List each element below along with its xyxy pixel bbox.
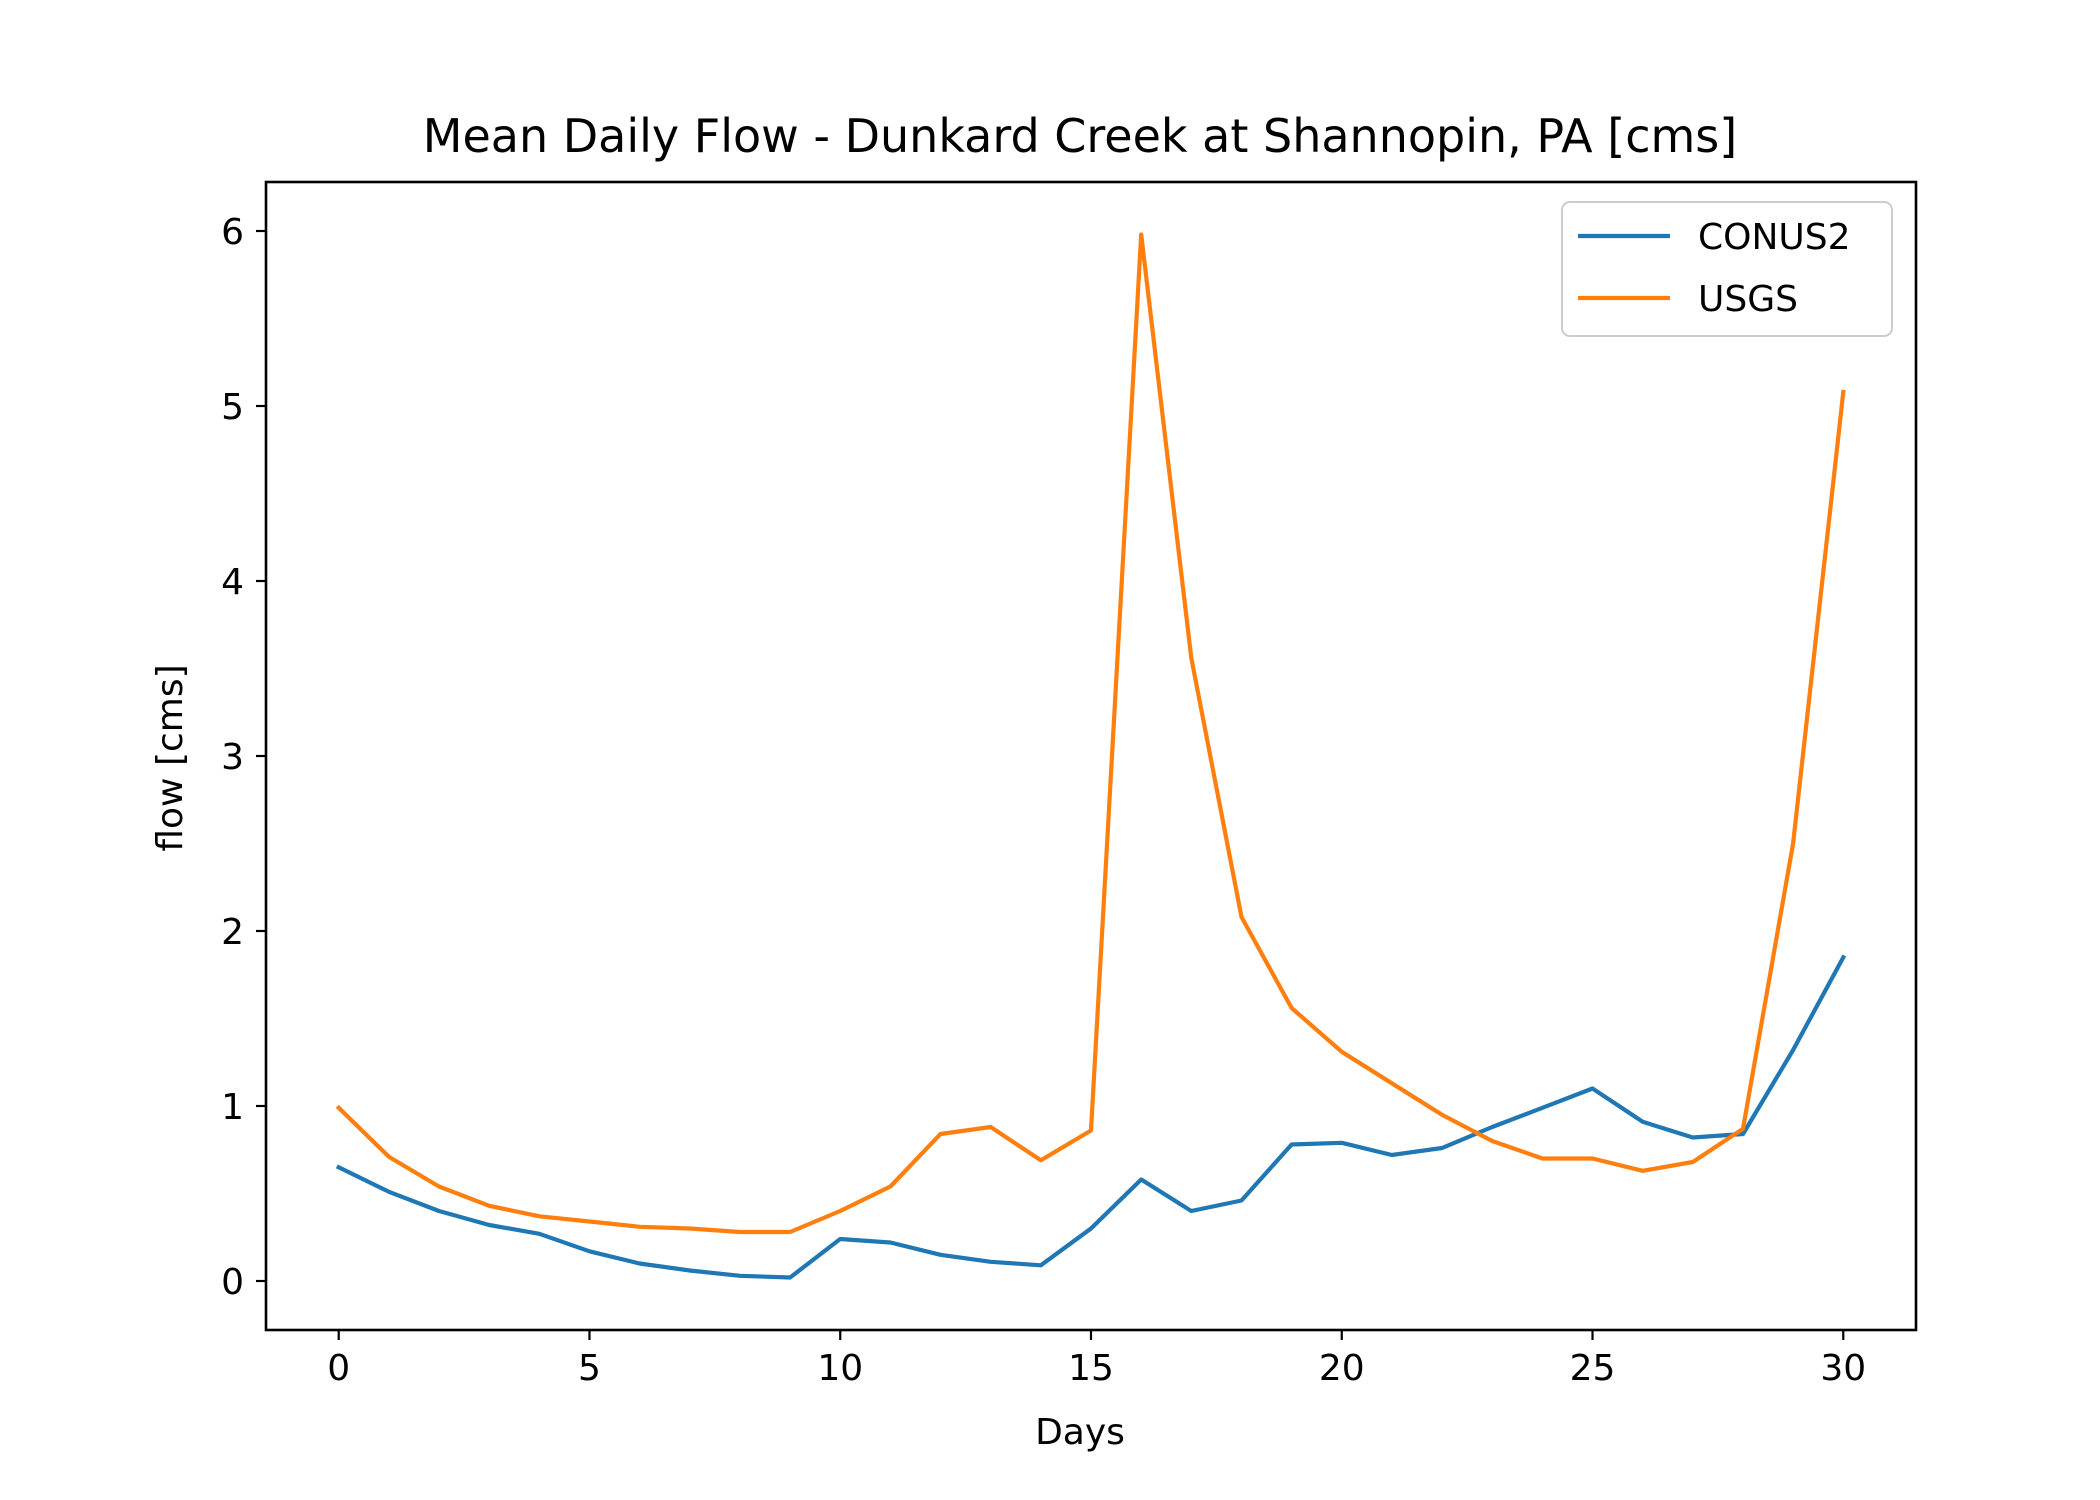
y-tick-label: 1 <box>221 1087 244 1128</box>
x-tick-label: 25 <box>1570 1348 1616 1389</box>
chart-title: Mean Daily Flow - Dunkard Creek at Shann… <box>423 109 1737 163</box>
x-tick-label: 5 <box>578 1348 601 1389</box>
y-tick-label: 6 <box>221 212 244 253</box>
y-tick-label: 2 <box>221 912 244 953</box>
x-tick-label: 15 <box>1068 1348 1114 1389</box>
x-tick-label: 0 <box>327 1348 350 1389</box>
x-tick-label: 10 <box>817 1348 863 1389</box>
series-lines <box>335 232 1847 1280</box>
y-axis-ticks: 0 1 2 3 4 5 6 <box>221 212 266 1303</box>
y-tick-label: 0 <box>221 1262 244 1303</box>
y-tick-label: 5 <box>221 387 244 428</box>
series-line-usgs <box>335 232 1846 1235</box>
plot-area-frame <box>264 180 1918 1332</box>
x-tick-label: 30 <box>1820 1348 1866 1389</box>
series-line-conus2 <box>335 954 1847 1280</box>
x-axis-label: Days <box>1035 1412 1125 1453</box>
x-tick-label: 20 <box>1319 1348 1365 1389</box>
y-axis-label: flow [cms] <box>150 664 191 851</box>
x-axis-ticks: 0 5 10 15 20 25 30 <box>327 1330 1866 1389</box>
legend-label: USGS <box>1698 279 1798 320</box>
y-tick-label: 3 <box>221 737 244 778</box>
legend: CONUS2 USGS <box>1561 201 1893 337</box>
y-tick-label: 4 <box>221 562 244 603</box>
legend-label: CONUS2 <box>1698 217 1851 258</box>
